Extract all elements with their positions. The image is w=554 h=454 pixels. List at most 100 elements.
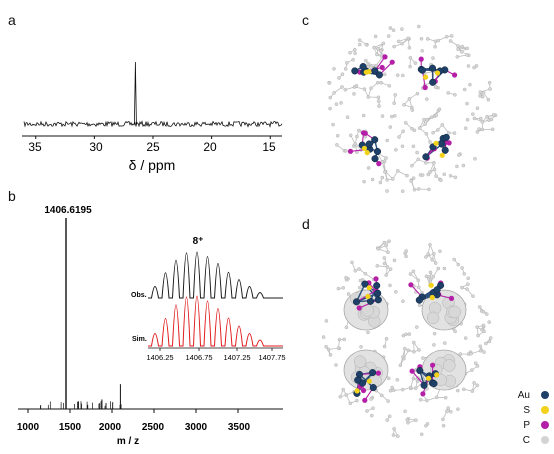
c-atom bbox=[419, 37, 424, 41]
c-atom bbox=[427, 187, 431, 192]
c-atom bbox=[473, 157, 477, 161]
c-atom bbox=[436, 266, 441, 271]
c-atom bbox=[453, 329, 457, 334]
c-atom bbox=[385, 138, 389, 143]
au-atom bbox=[359, 63, 367, 71]
c-atom bbox=[433, 44, 437, 49]
c-atom bbox=[331, 122, 335, 127]
c-atom bbox=[408, 64, 412, 69]
au-atom bbox=[416, 367, 424, 375]
au-atom bbox=[365, 140, 373, 148]
c-atom bbox=[359, 345, 363, 349]
c-atom bbox=[456, 44, 460, 48]
crystal-structure-c bbox=[327, 24, 498, 193]
c-atom bbox=[431, 56, 435, 60]
c-atom bbox=[372, 45, 376, 50]
ms-tick-label-3000: 3000 bbox=[185, 422, 208, 433]
c-atom bbox=[341, 387, 345, 392]
c-atom bbox=[344, 393, 349, 397]
p-atom bbox=[446, 140, 452, 146]
c-atom bbox=[445, 409, 449, 413]
c-atom bbox=[477, 127, 481, 131]
c-atom bbox=[432, 331, 437, 336]
c-atom bbox=[417, 126, 422, 130]
c-atom bbox=[327, 81, 332, 85]
c-atom bbox=[463, 336, 468, 340]
p-atom bbox=[408, 282, 414, 288]
c-atom bbox=[384, 336, 389, 341]
s-atom bbox=[361, 145, 367, 151]
c-atom bbox=[398, 363, 403, 368]
c-atom bbox=[456, 388, 460, 393]
au-atom bbox=[366, 297, 375, 305]
au-atom bbox=[428, 64, 437, 72]
c-atom bbox=[370, 177, 375, 182]
c-atom bbox=[407, 46, 412, 50]
space-filling-atom bbox=[443, 359, 456, 372]
au-atom bbox=[354, 376, 362, 384]
c-atom bbox=[480, 120, 485, 124]
c-atom bbox=[334, 102, 339, 106]
c-atom bbox=[386, 34, 391, 38]
c-atom bbox=[355, 134, 359, 139]
c-atom bbox=[362, 179, 366, 184]
c-atom bbox=[442, 172, 447, 177]
c-atom bbox=[436, 128, 440, 132]
c-atom bbox=[338, 394, 343, 399]
c-atom bbox=[478, 348, 483, 353]
c-atom bbox=[466, 64, 471, 68]
c-atom bbox=[456, 262, 461, 267]
c-atom bbox=[438, 249, 442, 253]
c-atom bbox=[424, 161, 428, 165]
c-atom bbox=[370, 413, 374, 418]
p-atom bbox=[376, 161, 382, 167]
c-atom bbox=[460, 44, 465, 49]
c-atom bbox=[487, 320, 491, 324]
c-atom bbox=[405, 418, 410, 422]
c-atom bbox=[375, 264, 380, 268]
c-atom bbox=[376, 247, 381, 251]
c-atom bbox=[471, 294, 475, 298]
c-atom bbox=[471, 112, 475, 116]
c-atom bbox=[382, 261, 387, 266]
c-atom bbox=[408, 56, 413, 60]
c-atom bbox=[385, 418, 389, 422]
c-atom bbox=[477, 305, 482, 309]
c-atom bbox=[335, 143, 339, 147]
c-atom bbox=[417, 303, 422, 307]
c-atom bbox=[326, 347, 331, 352]
s-atom bbox=[439, 152, 445, 158]
c-atom bbox=[358, 278, 363, 283]
c-atom bbox=[424, 274, 429, 278]
c-atom bbox=[415, 91, 420, 96]
c-atom bbox=[419, 432, 424, 437]
au-atom bbox=[422, 153, 430, 161]
c-atom bbox=[461, 163, 466, 168]
c-atom bbox=[396, 39, 401, 44]
c-atom bbox=[384, 273, 388, 277]
au-atom bbox=[374, 296, 382, 304]
c-atom bbox=[412, 350, 416, 354]
p-atom bbox=[362, 397, 368, 403]
c-atom bbox=[353, 51, 357, 56]
c-atom bbox=[414, 418, 418, 422]
c-atom bbox=[449, 34, 454, 38]
c-atom bbox=[462, 87, 467, 92]
c-atom bbox=[415, 325, 419, 329]
c-atom bbox=[354, 84, 359, 88]
c-atom bbox=[433, 85, 438, 89]
c-atom bbox=[465, 46, 469, 51]
c-atom bbox=[390, 385, 394, 390]
c-atom bbox=[416, 187, 421, 191]
c-atom bbox=[460, 266, 464, 270]
c-atom bbox=[484, 341, 488, 346]
c-atom bbox=[448, 174, 453, 178]
p-atom bbox=[382, 54, 388, 60]
au-atom bbox=[429, 78, 437, 86]
c-atom bbox=[440, 123, 445, 127]
c-atom bbox=[420, 49, 424, 53]
au-atom bbox=[418, 66, 426, 74]
c-atom bbox=[487, 339, 492, 344]
c-atom bbox=[403, 346, 407, 351]
space-filling-atom bbox=[426, 311, 440, 325]
